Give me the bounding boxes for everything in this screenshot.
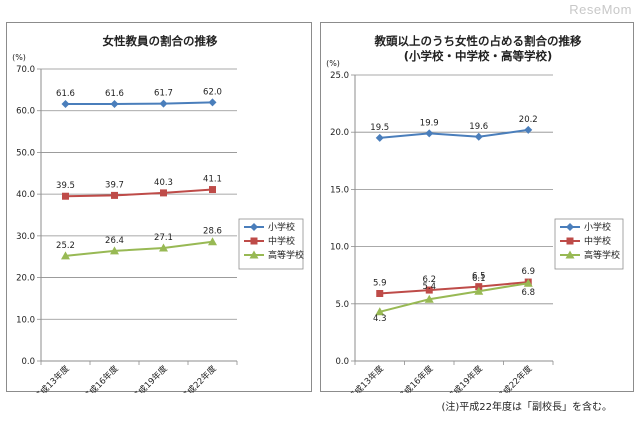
data-point (375, 133, 384, 142)
series-line-1 (65, 188, 213, 198)
data-point (61, 251, 70, 260)
data-label: 61.6 (105, 89, 124, 99)
data-point (208, 237, 217, 246)
legend-entry: 高等学校 (584, 249, 620, 261)
data-label: 27.1 (154, 233, 173, 243)
y-tick-label: 30.0 (16, 232, 35, 242)
resemom-watermark: ReseMom (569, 2, 632, 17)
data-label: 39.5 (56, 181, 75, 191)
legend-entry: 小学校 (268, 221, 295, 233)
y-tick-label: 0.0 (335, 357, 349, 367)
x-tick-label: 平成16年度 (81, 363, 121, 393)
series-line-2 (379, 282, 529, 313)
y-tick-label: 20.0 (330, 128, 349, 138)
data-point (424, 294, 434, 303)
data-point (209, 186, 216, 194)
data-point (474, 286, 484, 295)
y-tick-label: 10.0 (16, 315, 35, 325)
chart-panel-female-administrators: 教頭以上のうち女性の占める割合の推移 (小学校・中学校・高等学校) (%) 0.0 5.… (320, 22, 634, 403)
data-label: 4.3 (373, 314, 387, 324)
data-label: 19.5 (370, 123, 389, 133)
x-tick-label: 平成13年度 (346, 363, 386, 393)
chart-female-teachers-ratio: 女性教員の割合の推移 (%) 0.0 10.0 20.0 30.0 40.0 50.0 60.0… (12, 34, 304, 403)
legend-entry: 中学校 (268, 235, 295, 247)
data-point (425, 129, 434, 138)
data-label: 39.7 (105, 180, 124, 190)
chart-title: 女性教員の割合の推移 (103, 34, 218, 48)
series-line-0 (379, 128, 529, 139)
legend-entry: 小学校 (584, 221, 611, 233)
data-label: 41.1 (203, 175, 222, 185)
y-tick-label: 70.0 (16, 65, 35, 75)
y-axis-unit-label: (%) (12, 53, 26, 62)
y-tick-label: 60.0 (16, 107, 35, 117)
data-point (61, 100, 70, 109)
y-tick-label: 15.0 (330, 185, 349, 195)
y-tick-label: 20.0 (16, 274, 35, 284)
x-tick-label: 平成22年度 (179, 363, 219, 393)
data-label: 5.9 (373, 279, 387, 289)
x-tick-label: 平成13年度 (32, 363, 72, 393)
data-label: 6.9 (521, 267, 535, 277)
data-point (375, 307, 385, 316)
data-label: 6.2 (422, 275, 436, 285)
legend-marker (249, 250, 259, 259)
y-tick-label: 10.0 (330, 243, 349, 253)
series-line-2 (65, 240, 213, 257)
data-label: 26.4 (105, 236, 124, 246)
x-tick-label: 平成19年度 (445, 363, 485, 393)
footnote: (注)平成22年度は「副校長」を含む。 (441, 402, 612, 413)
legend-entry: 中学校 (584, 235, 611, 247)
data-point (376, 290, 384, 298)
data-label: 40.3 (154, 178, 173, 188)
data-label: 25.2 (56, 241, 75, 251)
x-tick-label: 平成22年度 (495, 363, 535, 393)
series-line-1 (379, 281, 529, 295)
y-tick-label: 5.0 (335, 300, 349, 310)
data-point (159, 99, 168, 108)
chart-female-administrators-ratio: 教頭以上のうち女性の占める割合の推移(小学校・中学校・高等学校) (%) 0.0 5.… (326, 34, 624, 403)
x-tick-label: 平成16年度 (396, 363, 436, 393)
data-point (110, 246, 119, 255)
data-point (111, 191, 118, 199)
data-point (524, 125, 533, 134)
x-tick-label: 平成19年度 (130, 363, 170, 393)
y-tick-label: 25.0 (330, 71, 349, 81)
data-point (208, 98, 217, 107)
data-label: 19.9 (420, 118, 439, 128)
legend-entry: 高等学校 (268, 249, 304, 261)
data-label: 6.1 (472, 274, 486, 284)
data-label: 28.6 (203, 227, 222, 237)
legend-marker (566, 237, 574, 245)
y-axis-unit-label: (%) (326, 59, 340, 68)
data-point (474, 132, 483, 141)
legend-marker (566, 223, 574, 231)
data-label: 6.8 (521, 288, 535, 298)
chart-panel-female-teachers: 女性教員の割合の推移 (%) 0.0 10.0 20.0 30.0 40.0 50.0 60.0… (6, 22, 312, 403)
data-point (425, 286, 433, 294)
data-point (62, 192, 69, 200)
data-point (110, 100, 119, 109)
data-point (475, 283, 483, 291)
chart-title: 教頭以上のうち女性の占める割合の推移 (374, 34, 582, 48)
data-point (159, 243, 168, 252)
data-point (160, 189, 167, 197)
legend-marker (250, 223, 258, 231)
data-label: 19.6 (469, 122, 488, 132)
y-tick-label: 40.0 (16, 190, 35, 200)
data-label: 61.7 (154, 89, 173, 99)
data-label: 5.4 (422, 282, 436, 292)
data-point (523, 278, 533, 287)
data-label: 61.6 (56, 89, 75, 99)
y-tick-label: 50.0 (16, 148, 35, 158)
chart-subtitle: (小学校・中学校・高等学校) (404, 49, 553, 63)
data-label: 6.5 (472, 272, 486, 282)
data-label: 62.0 (203, 87, 222, 97)
series-line-0 (65, 101, 213, 106)
legend-marker (250, 237, 258, 245)
legend-marker (565, 250, 575, 259)
data-label: 20.2 (519, 115, 538, 125)
y-tick-label: 0.0 (21, 357, 35, 367)
